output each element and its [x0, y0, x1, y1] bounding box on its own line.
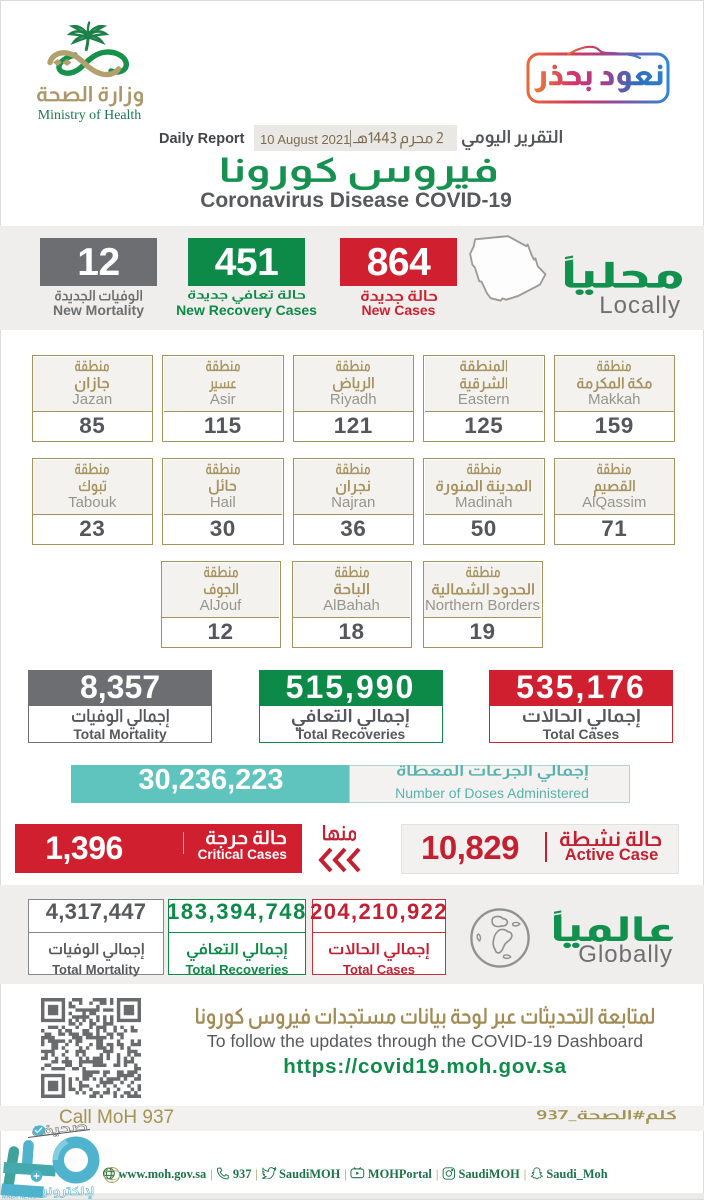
svg-text:MNBR NEWS: MNBR NEWS [2, 1195, 37, 1200]
